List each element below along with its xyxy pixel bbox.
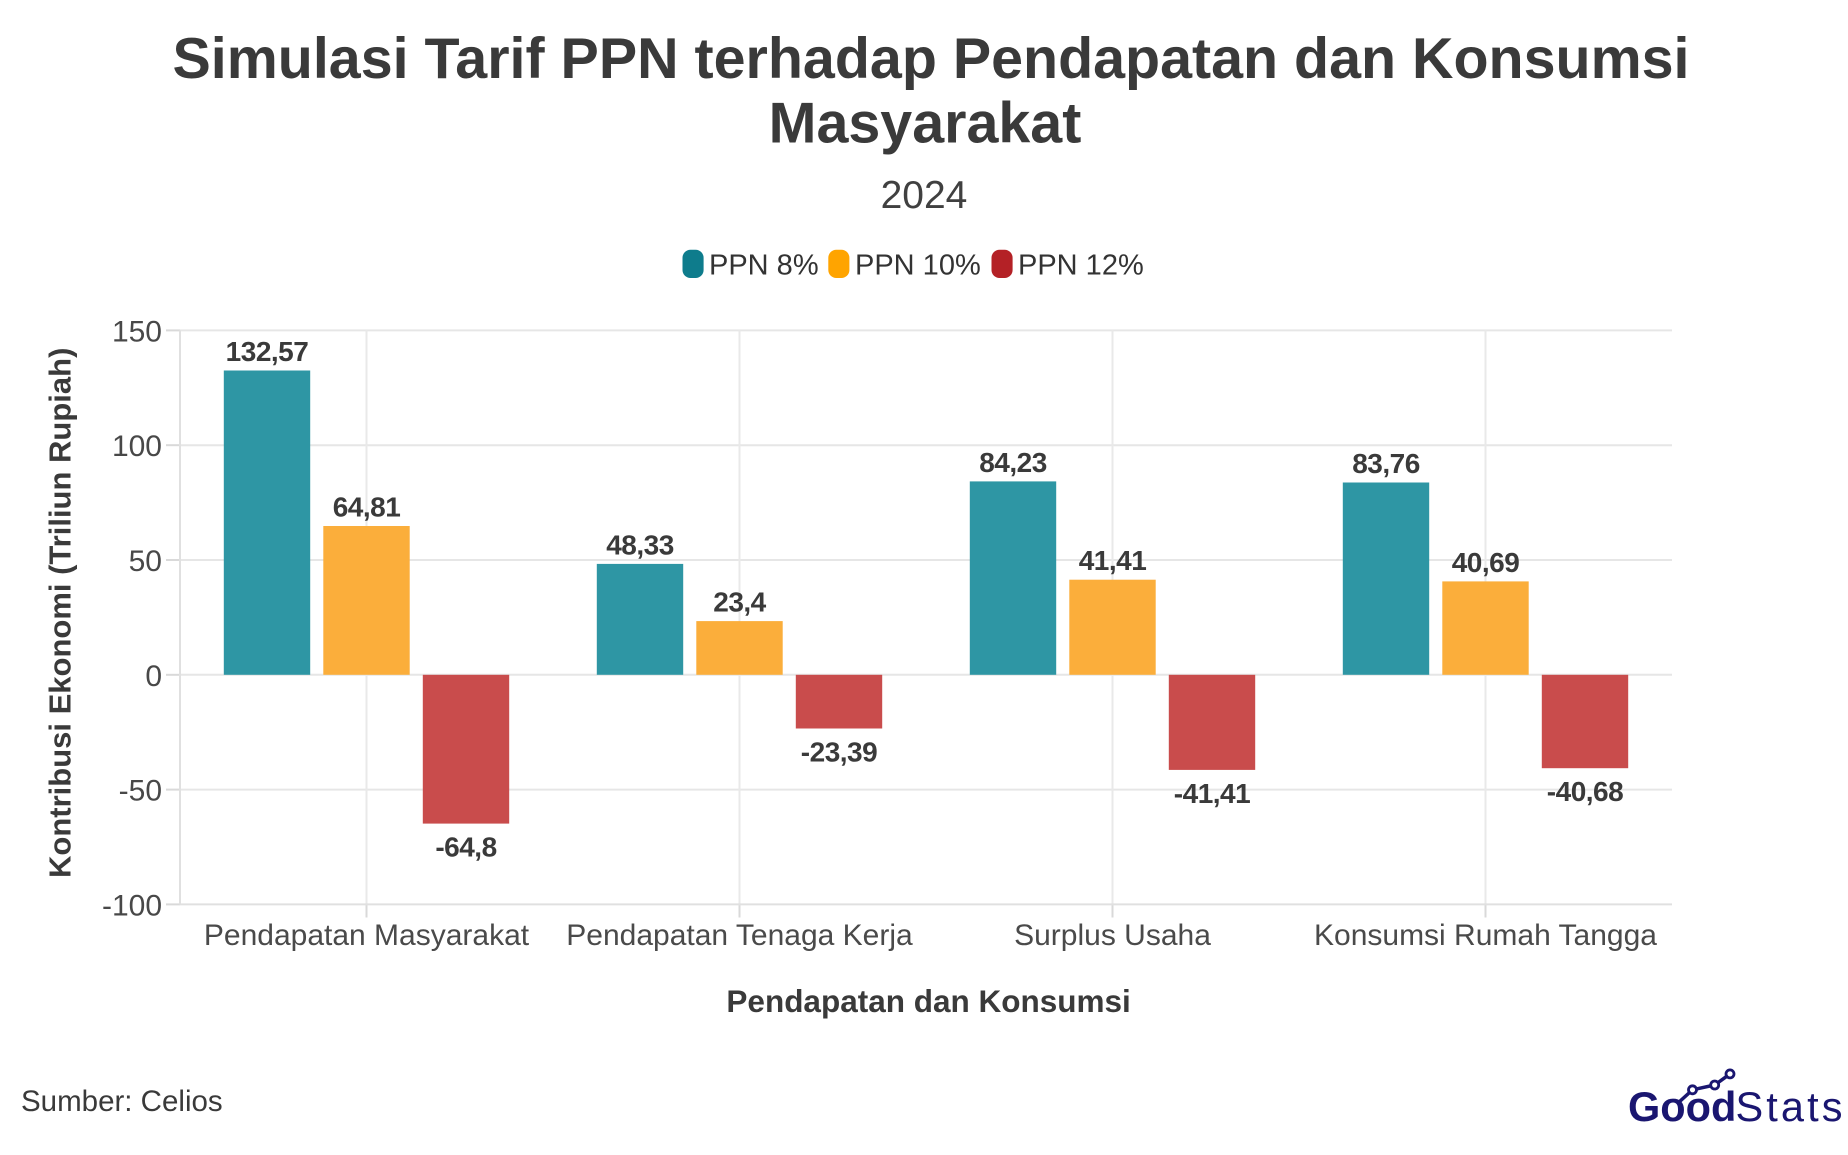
svg-text:100: 100 bbox=[112, 430, 162, 463]
svg-text:132,57: 132,57 bbox=[226, 336, 309, 367]
svg-text:Stats: Stats bbox=[1736, 1083, 1846, 1130]
svg-text:150: 150 bbox=[112, 315, 162, 348]
svg-text:PPN 12%: PPN 12% bbox=[1018, 249, 1144, 281]
svg-text:PPN 10%: PPN 10% bbox=[855, 249, 981, 281]
svg-text:23,4: 23,4 bbox=[713, 587, 766, 618]
svg-text:64,81: 64,81 bbox=[333, 492, 401, 523]
svg-text:-40,68: -40,68 bbox=[1547, 776, 1623, 807]
svg-text:0: 0 bbox=[145, 660, 162, 693]
svg-text:2024: 2024 bbox=[881, 174, 968, 217]
svg-text:83,76: 83,76 bbox=[1352, 448, 1420, 479]
svg-text:50: 50 bbox=[129, 545, 162, 578]
svg-text:Pendapatan Tenaga Kerja: Pendapatan Tenaga Kerja bbox=[566, 919, 913, 952]
svg-text:-41,41: -41,41 bbox=[1174, 778, 1250, 809]
svg-text:-100: -100 bbox=[102, 889, 162, 922]
svg-text:-23,39: -23,39 bbox=[801, 737, 877, 768]
svg-text:Masyarakat: Masyarakat bbox=[769, 92, 1082, 156]
svg-text:Kontribusi Ekonomi (Triliun Ru: Kontribusi Ekonomi (Triliun Rupiah) bbox=[43, 348, 78, 878]
svg-text:Good: Good bbox=[1628, 1083, 1736, 1130]
svg-text:Pendapatan dan Konsumsi: Pendapatan dan Konsumsi bbox=[726, 983, 1130, 1019]
svg-text:41,41: 41,41 bbox=[1079, 545, 1147, 576]
svg-text:-64,8: -64,8 bbox=[435, 832, 496, 863]
svg-text:Sumber: Celios: Sumber: Celios bbox=[21, 1085, 223, 1118]
svg-text:Simulasi Tarif PPN terhadap Pe: Simulasi Tarif PPN terhadap Pendapatan d… bbox=[173, 27, 1690, 91]
svg-text:84,23: 84,23 bbox=[979, 447, 1047, 478]
svg-text:48,33: 48,33 bbox=[606, 529, 674, 560]
svg-text:-50: -50 bbox=[119, 775, 162, 808]
svg-text:PPN 8%: PPN 8% bbox=[709, 249, 819, 281]
svg-text:Pendapatan Masyarakat: Pendapatan Masyarakat bbox=[204, 919, 530, 952]
svg-text:40,69: 40,69 bbox=[1452, 547, 1520, 578]
svg-text:Konsumsi Rumah Tangga: Konsumsi Rumah Tangga bbox=[1314, 919, 1657, 952]
svg-text:Surplus Usaha: Surplus Usaha bbox=[1014, 919, 1211, 952]
